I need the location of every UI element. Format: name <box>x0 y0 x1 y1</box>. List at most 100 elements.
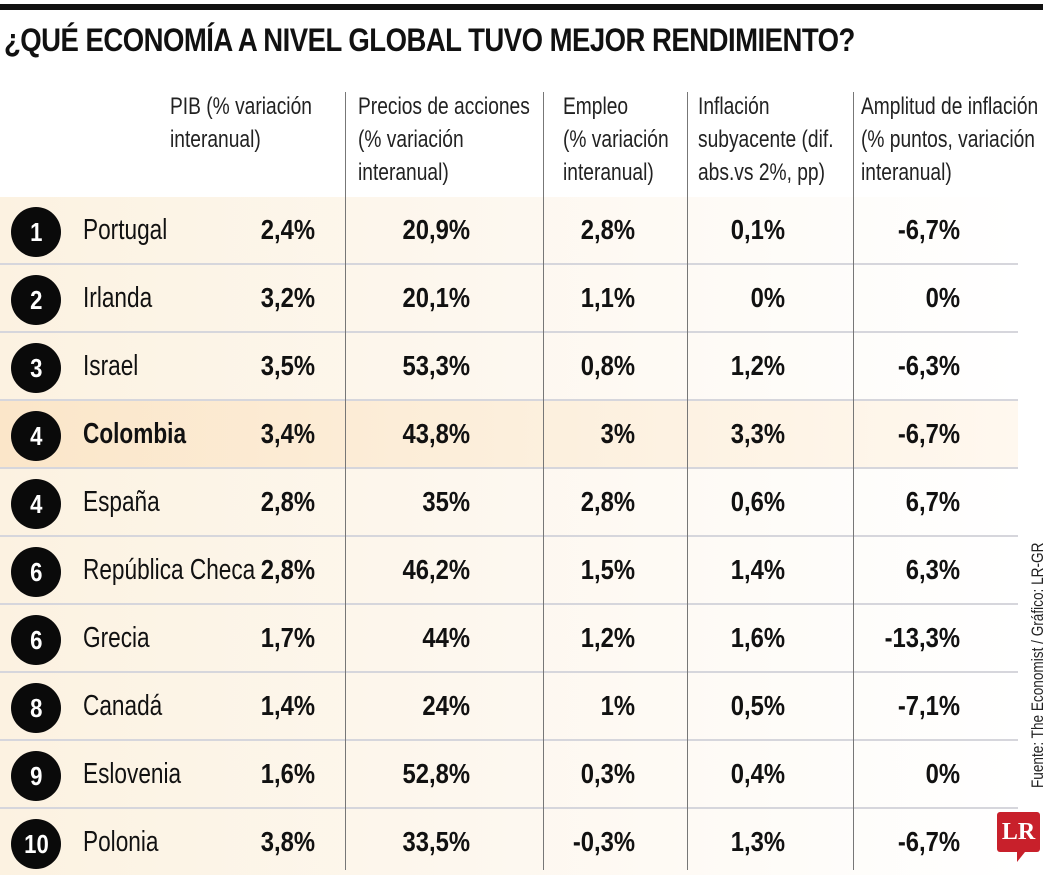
table-cell: 2,8% <box>260 486 315 517</box>
column-header-line: Empleo <box>563 93 629 120</box>
top-rule <box>0 4 1043 10</box>
table-cell: 35% <box>422 486 470 517</box>
table-cell: -6,3% <box>897 350 960 381</box>
rank-badge: 6 <box>11 547 61 597</box>
table-cell: 0,4% <box>730 758 785 789</box>
table-cell: 3,2% <box>260 282 315 313</box>
country-name: España <box>83 486 160 518</box>
rank-number: 3 <box>29 353 43 383</box>
table-row: 4 Colombia 3,4% 43,8% 3% 3,3% -6,7% <box>0 401 1018 469</box>
rank-number: 2 <box>29 285 43 315</box>
column-header-line: subyacente (dif. <box>698 126 834 153</box>
table-cell: 52,8% <box>402 758 470 789</box>
table-cell: 0,3% <box>580 758 635 789</box>
table-cell: 24% <box>422 690 470 721</box>
table-cell: -13,3% <box>884 622 960 653</box>
column-divider <box>543 197 544 870</box>
table-cell: 2,8% <box>580 214 635 245</box>
table-cell: 53,3% <box>402 350 470 381</box>
table-cell: 1,7% <box>260 622 315 653</box>
table-cell: 1,3% <box>730 826 785 857</box>
table-cell: 1,1% <box>580 282 635 313</box>
column-divider <box>687 197 688 870</box>
table-cell: 2,4% <box>260 214 315 245</box>
rank-badge: 2 <box>11 275 61 325</box>
rank-number: 4 <box>29 489 43 519</box>
rank-number: 6 <box>29 557 43 587</box>
table-cell: 2,8% <box>580 486 635 517</box>
rank-badge: 8 <box>11 683 61 733</box>
country-name: Grecia <box>83 622 150 654</box>
table-cell: -6,7% <box>897 418 960 449</box>
column-header-line: interanual) <box>861 159 952 186</box>
column-header-line: (% variación <box>358 126 464 153</box>
table-cell: 6,3% <box>905 554 960 585</box>
table-cell: 20,1% <box>402 282 470 313</box>
country-name: Irlanda <box>83 282 153 314</box>
table-cell: 1,5% <box>580 554 635 585</box>
column-header-line: PIB (% variación <box>170 93 312 120</box>
table-cell: 0,8% <box>580 350 635 381</box>
column-header: Precios de acciones (% variación interanua… <box>358 90 530 189</box>
column-divider <box>853 197 854 870</box>
table-row: 3 Israel 3,5% 53,3% 0,8% 1,2% -6,3% <box>0 333 1018 401</box>
country-name: Portugal <box>83 214 168 246</box>
rank-badge: 4 <box>11 479 61 529</box>
rank-badge: 10 <box>11 819 61 869</box>
table-cell: 3,3% <box>730 418 785 449</box>
table-row: 2 Irlanda 3,2% 20,1% 1,1% 0% 0% <box>0 265 1018 333</box>
table-cell: 0% <box>750 282 785 313</box>
table-cell: 1% <box>600 690 635 721</box>
table-cell: -0,3% <box>572 826 635 857</box>
table-cell: 3,4% <box>260 418 315 449</box>
table-cell: 6,7% <box>905 486 960 517</box>
column-header-line: (% variación <box>563 126 669 153</box>
rank-badge: 1 <box>11 207 61 257</box>
table-row: 6 República Checa 2,8% 46,2% 1,5% 1,4% 6,3% <box>0 537 1018 605</box>
rank-badge: 3 <box>11 343 61 393</box>
table-row: 1 Portugal 2,4% 20,9% 2,8% 0,1% -6,7% <box>0 197 1018 265</box>
column-header: Amplitud de inflación (% puntos, variació… <box>861 90 1038 189</box>
rank-number: 4 <box>29 421 43 451</box>
country-name: Eslovenia <box>83 758 182 790</box>
table-row: 4 España 2,8% 35% 2,8% 0,6% 6,7% <box>0 469 1018 537</box>
table-cell: 1,4% <box>260 690 315 721</box>
table-cell: 33,5% <box>402 826 470 857</box>
table-row: 9 Eslovenia 1,6% 52,8% 0,3% 0,4% 0% <box>0 741 1018 809</box>
column-header-line: interanual) <box>563 159 654 186</box>
rank-badge: 4 <box>11 411 61 461</box>
table-cell: 0% <box>925 282 960 313</box>
country-name: República Checa <box>83 554 256 586</box>
source-note: Fuente: The Economist / Gráfico: LR-GR <box>1028 542 1047 788</box>
table-cell: 1,6% <box>730 622 785 653</box>
table-cell: 0,6% <box>730 486 785 517</box>
column-header-line: Precios de acciones <box>358 93 530 120</box>
table-row: 6 Grecia 1,7% 44% 1,2% 1,6% -13,3% <box>0 605 1018 673</box>
rank-number: 1 <box>29 217 43 247</box>
country-name: Israel <box>83 350 139 382</box>
table-cell: 20,9% <box>402 214 470 245</box>
country-name: Polonia <box>83 826 159 858</box>
table-cell: 1,2% <box>580 622 635 653</box>
column-header-line: interanual) <box>170 126 261 153</box>
page-title: ¿QUÉ ECONOMÍA A NIVEL GLOBAL TUVO MEJOR … <box>4 22 855 58</box>
table-cell: 3% <box>600 418 635 449</box>
rank-number: 9 <box>29 761 43 791</box>
rank-badge: 6 <box>11 615 61 665</box>
table-cell: 0,5% <box>730 690 785 721</box>
lr-logo: LR <box>997 812 1040 862</box>
column-header-line: Amplitud de inflación <box>861 93 1039 120</box>
column-header: PIB (% variación interanual) <box>170 90 312 156</box>
country-name: Colombia <box>83 418 187 450</box>
country-name: Canadá <box>83 690 163 722</box>
column-header: Empleo (% variación interanual) <box>563 90 669 189</box>
table-cell: 3,8% <box>260 826 315 857</box>
table-cell: 1,6% <box>260 758 315 789</box>
rank-badge: 9 <box>11 751 61 801</box>
table-cell: 1,2% <box>730 350 785 381</box>
table-cell: -7,1% <box>897 690 960 721</box>
column-header: Inflación subyacente (dif. abs.vs 2%, pp) <box>698 90 834 189</box>
table-cell: 46,2% <box>402 554 470 585</box>
table-row: 10 Polonia 3,8% 33,5% -0,3% 1,3% -6,7% <box>0 809 1018 875</box>
column-header-line: interanual) <box>358 159 449 186</box>
